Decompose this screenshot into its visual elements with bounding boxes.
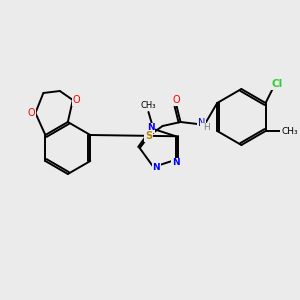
Text: H: H — [203, 124, 210, 133]
Text: N: N — [153, 163, 160, 172]
Text: Cl: Cl — [272, 79, 283, 89]
Text: O: O — [173, 95, 180, 105]
Text: CH₃: CH₃ — [141, 101, 156, 110]
Text: N: N — [147, 124, 154, 133]
Text: N: N — [172, 158, 179, 167]
Text: O: O — [73, 95, 81, 105]
Text: S: S — [145, 131, 152, 141]
Text: CH₃: CH₃ — [281, 127, 298, 136]
Text: O: O — [28, 108, 35, 118]
Text: N: N — [198, 118, 205, 128]
